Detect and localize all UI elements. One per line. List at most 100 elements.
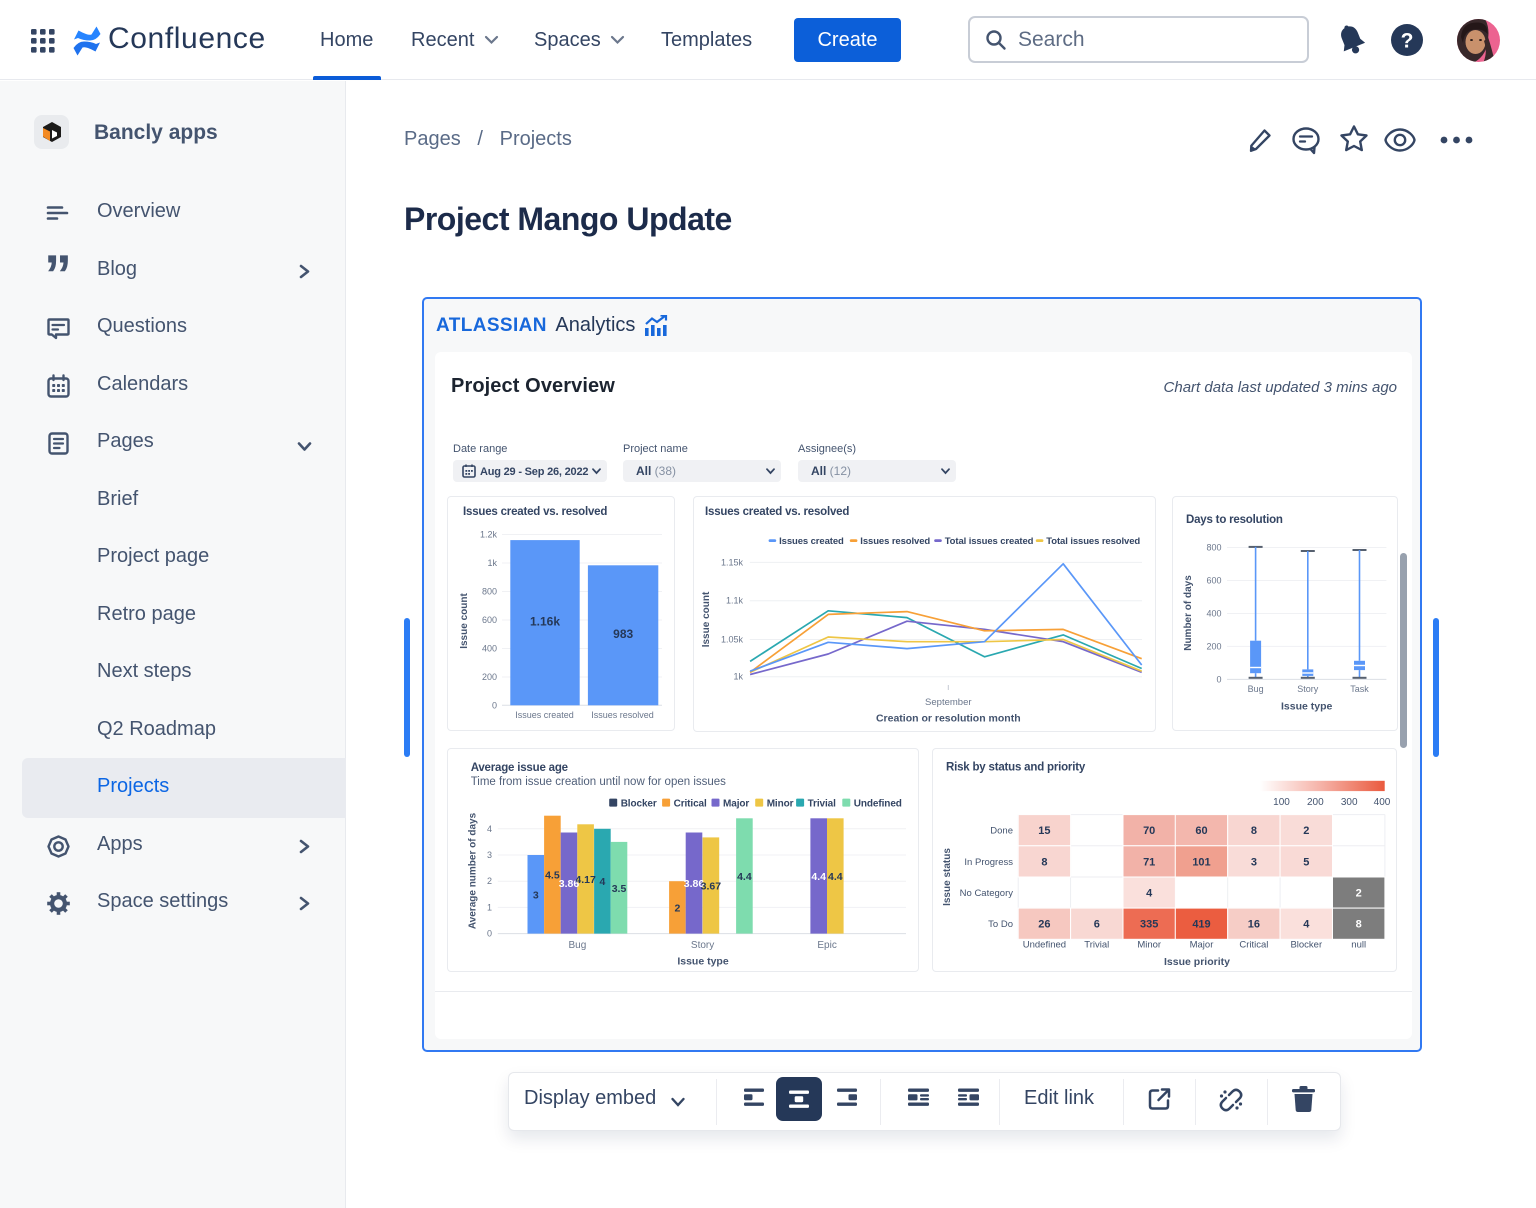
svg-text:3.5: 3.5	[612, 883, 627, 895]
svg-text:1.05k: 1.05k	[721, 635, 744, 645]
svg-text:Undefined: Undefined	[854, 798, 902, 809]
svg-text:3: 3	[487, 850, 492, 860]
svg-text:3.67: 3.67	[701, 881, 722, 893]
svg-text:In Progress: In Progress	[964, 857, 1013, 868]
svg-text:4: 4	[1146, 888, 1153, 900]
svg-text:Story: Story	[691, 940, 714, 951]
svg-text:600: 600	[1206, 576, 1221, 586]
svg-text:September: September	[925, 697, 971, 708]
svg-text:Blocker: Blocker	[1290, 940, 1322, 951]
svg-text:4.4: 4.4	[828, 871, 843, 883]
svg-text:Done: Done	[990, 826, 1013, 837]
svg-text:8: 8	[1356, 919, 1362, 931]
svg-text:71: 71	[1143, 856, 1155, 868]
svg-text:Bug: Bug	[1248, 684, 1264, 694]
svg-text:1k: 1k	[487, 558, 497, 568]
svg-text:Issue priority: Issue priority	[1164, 956, 1230, 968]
svg-text:26: 26	[1038, 919, 1050, 931]
svg-text:2: 2	[1303, 825, 1309, 837]
svg-text:Epic: Epic	[817, 940, 836, 951]
svg-text:60: 60	[1195, 825, 1207, 837]
svg-text:Undefined: Undefined	[1023, 940, 1066, 951]
svg-text:4: 4	[599, 876, 605, 888]
svg-text:Major: Major	[1190, 940, 1214, 951]
svg-text:419: 419	[1192, 919, 1210, 931]
svg-text:3: 3	[1251, 856, 1257, 868]
svg-text:Time from issue creation until: Time from issue creation until now for o…	[471, 776, 726, 788]
svg-text:Minor: Minor	[1137, 940, 1161, 951]
svg-text:200: 200	[482, 672, 497, 682]
svg-text:null: null	[1351, 940, 1366, 951]
svg-text:Average number of days: Average number of days	[468, 812, 479, 929]
svg-text:Bug: Bug	[569, 940, 587, 951]
svg-text:4: 4	[487, 824, 492, 834]
svg-text:Days to resolution: Days to resolution	[1186, 514, 1283, 526]
svg-text:16: 16	[1248, 919, 1260, 931]
svg-text:No Category: No Category	[960, 888, 1014, 899]
svg-text:1: 1	[487, 902, 492, 912]
svg-text:1.16k: 1.16k	[530, 614, 560, 628]
svg-text:Issues created vs. resolved: Issues created vs. resolved	[463, 506, 607, 518]
svg-text:400: 400	[1374, 797, 1391, 808]
svg-text:200: 200	[1206, 641, 1221, 651]
svg-text:3.86: 3.86	[684, 878, 705, 890]
svg-text:4.17: 4.17	[575, 874, 596, 886]
svg-text:0: 0	[487, 929, 492, 939]
svg-text:Trivial: Trivial	[808, 798, 837, 809]
svg-text:983: 983	[613, 627, 633, 641]
svg-text:400: 400	[1206, 609, 1221, 619]
svg-text:Issue type: Issue type	[677, 956, 729, 968]
svg-text:200: 200	[1307, 797, 1324, 808]
svg-text:100: 100	[1273, 797, 1290, 808]
svg-text:Average issue age: Average issue age	[471, 762, 568, 774]
svg-text:Risk by status and priority: Risk by status and priority	[946, 762, 1086, 774]
svg-text:4.4: 4.4	[811, 871, 826, 883]
svg-text:Story: Story	[1297, 684, 1319, 694]
svg-text:Issues created: Issues created	[515, 710, 574, 720]
svg-text:Total issues created: Total issues created	[945, 536, 1034, 547]
svg-text:0: 0	[492, 700, 497, 710]
svg-text:8: 8	[1251, 825, 1257, 837]
svg-text:4.5: 4.5	[545, 870, 560, 882]
svg-text:Issues resolved: Issues resolved	[591, 710, 654, 720]
svg-text:2: 2	[1356, 888, 1362, 900]
svg-text:1.1k: 1.1k	[726, 596, 744, 606]
svg-text:800: 800	[1206, 543, 1221, 553]
svg-text:?: ?	[1401, 30, 1414, 53]
svg-text:Critical: Critical	[674, 798, 707, 809]
svg-text:Creation or resolution month: Creation or resolution month	[876, 713, 1021, 725]
svg-text:Issues created vs. resolved: Issues created vs. resolved	[705, 506, 849, 518]
svg-text:8: 8	[1041, 856, 1047, 868]
svg-text:335: 335	[1140, 919, 1158, 931]
svg-text:Issue count: Issue count	[459, 593, 470, 649]
svg-text:Issues resolved: Issues resolved	[860, 536, 930, 547]
svg-text:6: 6	[1094, 919, 1100, 931]
svg-text:4.4: 4.4	[737, 871, 752, 883]
svg-text:Issues created: Issues created	[779, 536, 844, 547]
svg-text:800: 800	[482, 587, 497, 597]
svg-text:1.15k: 1.15k	[721, 557, 744, 567]
svg-text:1k: 1k	[733, 672, 743, 682]
svg-text:400: 400	[482, 644, 497, 654]
svg-text:1.2k: 1.2k	[480, 530, 498, 540]
svg-text:5: 5	[1303, 856, 1309, 868]
svg-text:0: 0	[1216, 674, 1221, 684]
svg-text:Issue count: Issue count	[701, 591, 712, 647]
svg-text:2: 2	[674, 902, 680, 914]
svg-text:2: 2	[487, 876, 492, 886]
svg-text:Critical: Critical	[1239, 940, 1268, 951]
svg-text:4: 4	[1303, 919, 1310, 931]
svg-text:Number of days: Number of days	[1183, 575, 1194, 651]
svg-text:70: 70	[1143, 825, 1155, 837]
svg-text:Blocker: Blocker	[621, 798, 657, 809]
svg-text:Minor: Minor	[767, 798, 794, 809]
svg-text:To Do: To Do	[988, 919, 1013, 930]
svg-text:Issue type: Issue type	[1281, 701, 1333, 713]
svg-text:15: 15	[1038, 825, 1050, 837]
svg-text:600: 600	[482, 615, 497, 625]
svg-text:Issue status: Issue status	[942, 848, 953, 906]
svg-text:Task: Task	[1350, 684, 1369, 694]
svg-text:300: 300	[1341, 797, 1358, 808]
svg-text:3.86: 3.86	[559, 878, 580, 890]
svg-text:Trivial: Trivial	[1084, 940, 1109, 951]
